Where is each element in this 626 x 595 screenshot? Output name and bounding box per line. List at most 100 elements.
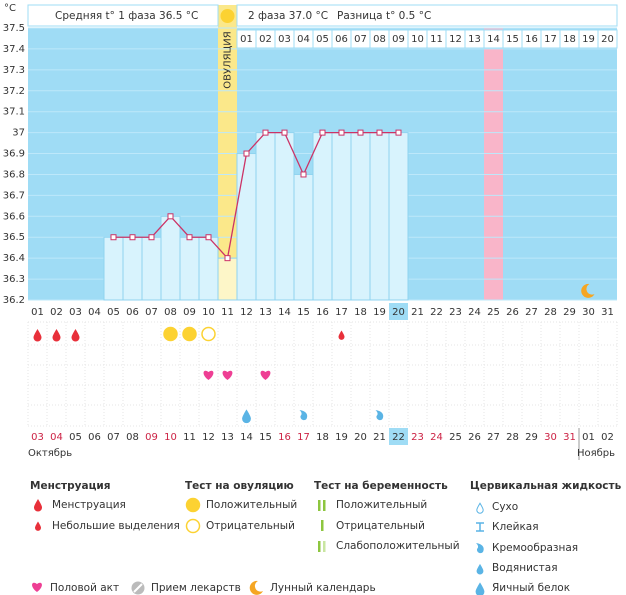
y-tick-label: 36.5 [3,232,25,243]
top-label: 11 [430,34,443,45]
header-phase1: Средняя t° 1 фаза 36.5 °C [55,10,198,22]
legend-icon [249,580,263,595]
legend-title: Цервикальная жидкость [470,480,622,492]
temperature-point [395,129,402,136]
temperature-bar [350,132,371,301]
x-tick-label: 26 [506,307,519,318]
x-tick-label: 05 [107,307,120,318]
intercourse-mark [203,370,214,380]
temperature-point [205,234,212,241]
temperature-bar [217,257,238,301]
legend-title: Менструация [30,480,110,492]
top-label: 19 [582,34,595,45]
date-label: 11 [183,432,196,443]
top-label: 14 [487,34,500,45]
y-tick-label: 36.8 [3,169,25,180]
x-tick-label: 27 [525,307,538,318]
top-label: 13 [468,34,481,45]
x-tick-label: 10 [202,307,215,318]
top-label: 12 [449,34,462,45]
intercourse-mark [222,370,233,380]
top-label: 09 [392,34,405,45]
legend-item: Прием лекарств [151,582,241,594]
top-label: 01 [240,34,253,45]
top-label: 17 [544,34,557,45]
top-label: 02 [259,34,272,45]
menstruation-mark [33,329,42,342]
date-label: 19 [335,432,348,443]
x-tick-label: 09 [183,307,196,318]
legend-icon [323,500,326,511]
y-axis-label: °C [4,3,16,14]
x-tick-label: 07 [145,307,158,318]
legend-icon [185,497,201,513]
top-label: 06 [335,34,348,45]
temperature-point [319,129,326,136]
legend-item: Лунный календарь [270,582,376,594]
sun-icon [220,9,235,23]
x-tick-label: 08 [164,307,177,318]
legend-icon [475,582,485,595]
temperature-point [281,129,288,136]
x-tick-label: 15 [297,307,310,318]
legend-icon [318,541,321,552]
top-label: 07 [354,34,367,45]
header-left [27,4,219,27]
x-tick-label: 29 [563,307,576,318]
temperature-point [338,129,345,136]
x-tick-label: 16 [316,307,329,318]
temperature-bar [236,153,257,301]
legend-item: Клейкая [492,521,539,533]
top-label: 10 [411,34,424,45]
month-label: Ноябрь [577,448,615,459]
temperature-point [110,234,117,241]
creamy-mark [375,410,384,421]
temperature-point [376,129,383,136]
date-label: 07 [107,432,120,443]
ovulation-negative-mark [201,326,216,342]
egg-white-mark [242,409,251,424]
legend-item: Водянистая [492,562,558,574]
temperature-point [224,255,231,262]
date-label: 05 [69,432,82,443]
x-tick-label: 02 [50,307,63,318]
x-tick-label: 24 [468,307,481,318]
date-label: 30 [544,432,557,443]
legend-title: Тест на беременность [314,480,448,492]
menstruation-mark [52,329,61,342]
y-tick-label: 37.3 [3,65,25,76]
date-label: 03 [31,432,44,443]
x-tick-label: 21 [411,307,424,318]
legend-icon [318,500,321,511]
x-tick-label: 23 [449,307,462,318]
temperature-point [186,234,193,241]
temperature-point [129,234,136,241]
x-tick-label: 19 [373,307,386,318]
top-label: 18 [563,34,576,45]
top-label: 20 [601,34,614,45]
temperature-bar [331,132,352,301]
date-label: 20 [354,432,367,443]
date-label: 21 [373,432,386,443]
y-tick-label: 36.2 [3,295,25,306]
x-tick-label: 06 [126,307,139,318]
temperature-point [300,171,307,178]
temperature-point [148,234,155,241]
header-diff: Разница t° 0.5 °C [337,10,431,22]
y-tick-label: 36.4 [3,253,25,264]
legend-item: Половой акт [50,582,119,594]
x-tick-label: 20 [392,307,405,318]
date-label: 25 [449,432,462,443]
temperature-bar [388,132,409,301]
y-tick-label: 37.1 [3,107,25,118]
legend-item: Положительный [206,499,297,511]
date-label: 02 [601,432,614,443]
top-label: 04 [297,34,310,45]
legend-item: Слабоположительный [336,540,460,552]
intercourse-mark [260,370,271,380]
month-label: Октябрь [28,448,72,459]
date-label: 26 [468,432,481,443]
temperature-point [357,129,364,136]
y-tick-label: 37 [12,128,25,139]
x-tick-label: 01 [31,307,44,318]
